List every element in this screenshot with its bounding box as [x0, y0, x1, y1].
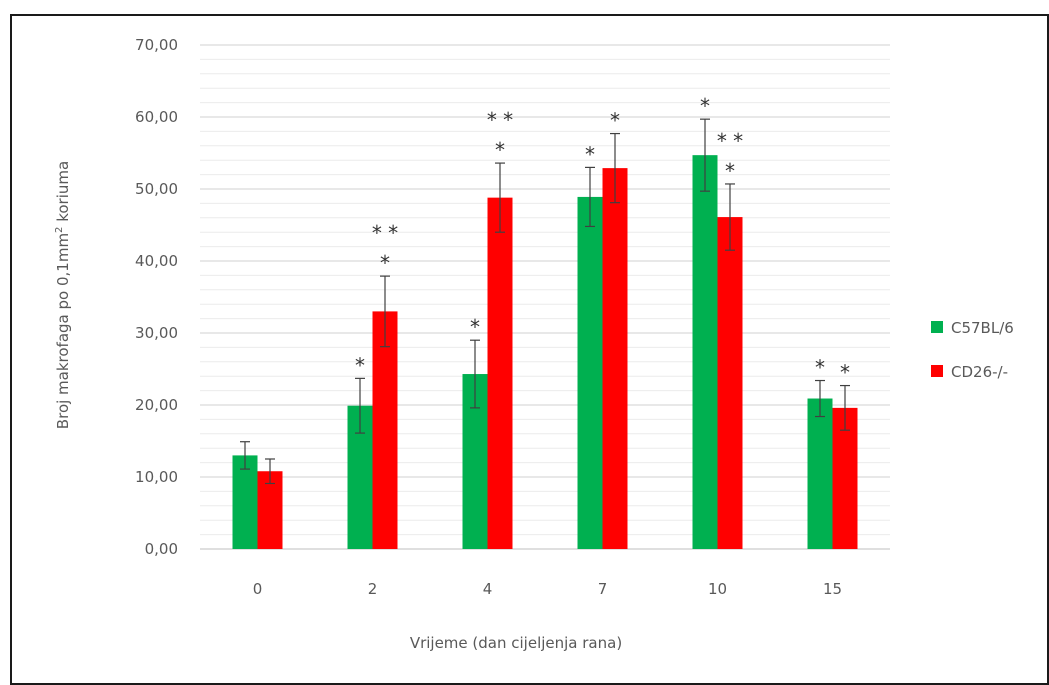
- significance-marker: * *: [372, 221, 398, 245]
- x-axis-ticks: 0 2 4 7 10 15: [253, 580, 842, 598]
- y-tick-label: 20,00: [135, 396, 178, 414]
- y-axis-title: Broj makrofaga po 0,1mm2 koriuma: [54, 161, 72, 429]
- significance-marker: *: [610, 109, 620, 133]
- legend-label-c57bl6: C57BL/6: [951, 319, 1014, 337]
- y-tick-label: 70,00: [135, 36, 178, 54]
- significance-marker: *: [380, 251, 390, 275]
- y-axis-title-rest: koriuma: [54, 161, 72, 227]
- y-axis-title-superscript: 2: [54, 227, 65, 233]
- significance-marker: *: [725, 159, 735, 183]
- y-tick-label: 0,00: [145, 540, 178, 558]
- significance-marker: *: [585, 142, 595, 166]
- bars: [232, 155, 858, 550]
- x-tick-label: 15: [823, 580, 842, 598]
- x-tick-label: 10: [708, 580, 727, 598]
- x-tick-label: 2: [368, 580, 378, 598]
- bar: [577, 196, 603, 550]
- x-tick-label: 4: [483, 580, 493, 598]
- y-axis-title-main: Broj makrofaga po 0,1mm: [54, 233, 72, 429]
- gridlines: [200, 44, 890, 536]
- bar: [807, 398, 833, 549]
- legend-swatch-cd26: [931, 365, 943, 377]
- legend-swatch-c57bl6: [931, 321, 943, 333]
- significance-marker: *: [470, 315, 480, 339]
- significance-marker: * *: [487, 108, 513, 132]
- chart-frame: [10, 14, 1049, 685]
- error-bars: [240, 118, 850, 485]
- significance-marker: *: [815, 356, 825, 380]
- significance-marker: *: [355, 353, 365, 377]
- x-tick-label: 7: [598, 580, 608, 598]
- y-tick-label: 10,00: [135, 468, 178, 486]
- bar: [832, 407, 858, 549]
- bar: [692, 155, 718, 549]
- y-tick-label: 40,00: [135, 252, 178, 270]
- bar: [372, 311, 398, 549]
- legend-label-cd26: CD26-/-: [951, 363, 1008, 381]
- bar: [257, 471, 283, 549]
- bar: [232, 455, 258, 549]
- y-axis-ticks: 0,00 10,00 20,00 30,00 40,00 50,00 60,00 70,00: [135, 36, 178, 558]
- significance-marker: *: [700, 94, 710, 118]
- significance-marker: *: [495, 138, 505, 162]
- bar: [487, 197, 513, 549]
- y-tick-label: 50,00: [135, 180, 178, 198]
- bar: [717, 217, 743, 549]
- y-tick-label: 30,00: [135, 324, 178, 342]
- y-tick-label: 60,00: [135, 108, 178, 126]
- bar: [602, 168, 628, 549]
- significance-marker: * *: [717, 129, 743, 153]
- legend: C57BL/6 CD26-/-: [931, 319, 1014, 381]
- x-axis-title: Vrijeme (dan cijeljenja rana): [410, 634, 622, 652]
- significance-markers: * * * * * * * * * * * * * * * *: [355, 94, 850, 384]
- significance-marker: *: [840, 361, 850, 385]
- x-tick-label: 0: [253, 580, 263, 598]
